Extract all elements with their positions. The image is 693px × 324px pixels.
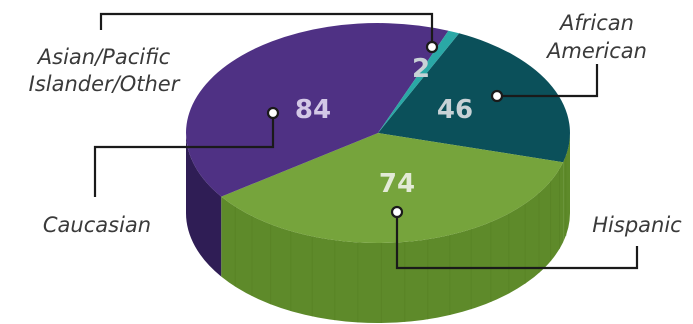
slice-wall-african-american [563,133,570,243]
leader-line-african-american [497,64,599,98]
value-label-hispanic: 74 [379,169,415,199]
leader-line-caucasian [93,113,275,197]
slice-wall-hispanic [221,162,564,324]
slice-asian-pacific-islander-other [378,30,460,134]
value-label-caucasian: 84 [295,95,331,125]
category-label-african-american-line1: African [558,11,634,35]
category-label-african-american-line2: American [545,39,647,63]
wall-shading [234,155,567,323]
callout-dot-african-american [490,89,504,103]
category-label-hispanic: Hispanic [592,213,682,237]
category-label-asian-line1: Asian/Pacific [36,45,171,69]
leader-line-hispanic [395,212,639,270]
value-label-african-american: 46 [437,95,473,125]
slice-african-american [378,33,570,163]
slice-caucasian [186,23,449,197]
callout-dot-hispanic [390,205,404,219]
leader-line-asian [99,12,434,46]
callout-dot-asian [425,40,439,54]
callout-dot-caucasian [266,106,280,120]
value-label-asian: 2 [412,54,430,84]
category-label-asian-line2: Islander/Other [29,72,181,96]
slice-hispanic [221,133,564,244]
category-label-caucasian: Caucasian [43,213,151,237]
slice-wall-caucasian [185,133,222,277]
